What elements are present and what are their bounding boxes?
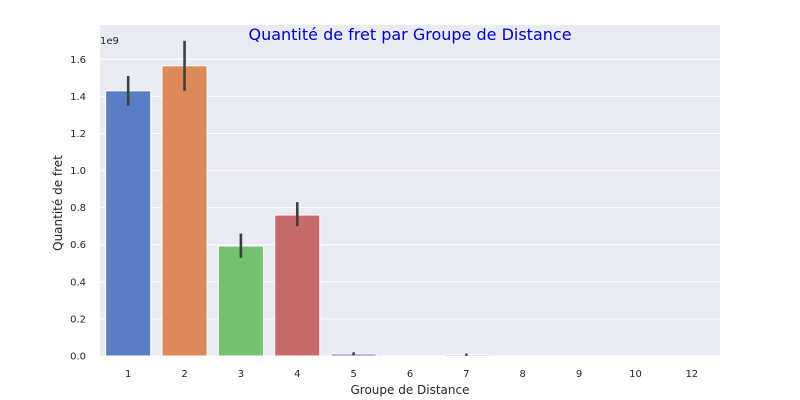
error-bars [126, 40, 468, 356]
y-tick-label: 1.2 [70, 129, 86, 140]
y-offset-label: 1e9 [100, 36, 119, 47]
y-tick-label: 0.8 [70, 203, 86, 214]
x-tick-label: 10 [629, 369, 642, 380]
bar [105, 90, 152, 357]
x-tick-label: 3 [238, 369, 244, 380]
x-tick-label: 8 [520, 369, 526, 380]
x-tick-label: 6 [407, 369, 413, 380]
y-axis-label: Quantité de fret [51, 155, 65, 251]
x-tick-label: 12 [685, 369, 698, 380]
bar [274, 214, 321, 357]
x-tick-labels: 1 2 3 4 5 6 7 8 9 10 12 [125, 369, 698, 380]
bars [105, 65, 490, 357]
x-tick-label: 4 [294, 369, 300, 380]
x-axis-label: Groupe de Distance [350, 383, 469, 397]
x-tick-label: 7 [463, 369, 469, 380]
y-tick-label: 1.4 [70, 92, 86, 103]
y-tick-label: 1.6 [70, 55, 86, 66]
y-tick-label: 0.0 [70, 352, 86, 363]
x-tick-label: 5 [350, 369, 356, 380]
y-tick-label: 0.4 [70, 277, 86, 288]
bar [161, 65, 208, 357]
y-tick-label: 0.6 [70, 240, 86, 251]
bar [217, 245, 264, 357]
y-tick-label: 0.2 [70, 314, 86, 325]
chart-title: Quantité de fret par Groupe de Distance [248, 25, 571, 44]
x-tick-label: 1 [125, 369, 131, 380]
y-tick-label: 1.0 [70, 166, 86, 177]
x-tick-label: 9 [576, 369, 582, 380]
x-tick-label: 2 [181, 369, 187, 380]
y-tick-labels: 0.0 0.2 0.4 0.6 0.8 1.0 1.2 1.4 1.6 [70, 55, 86, 363]
